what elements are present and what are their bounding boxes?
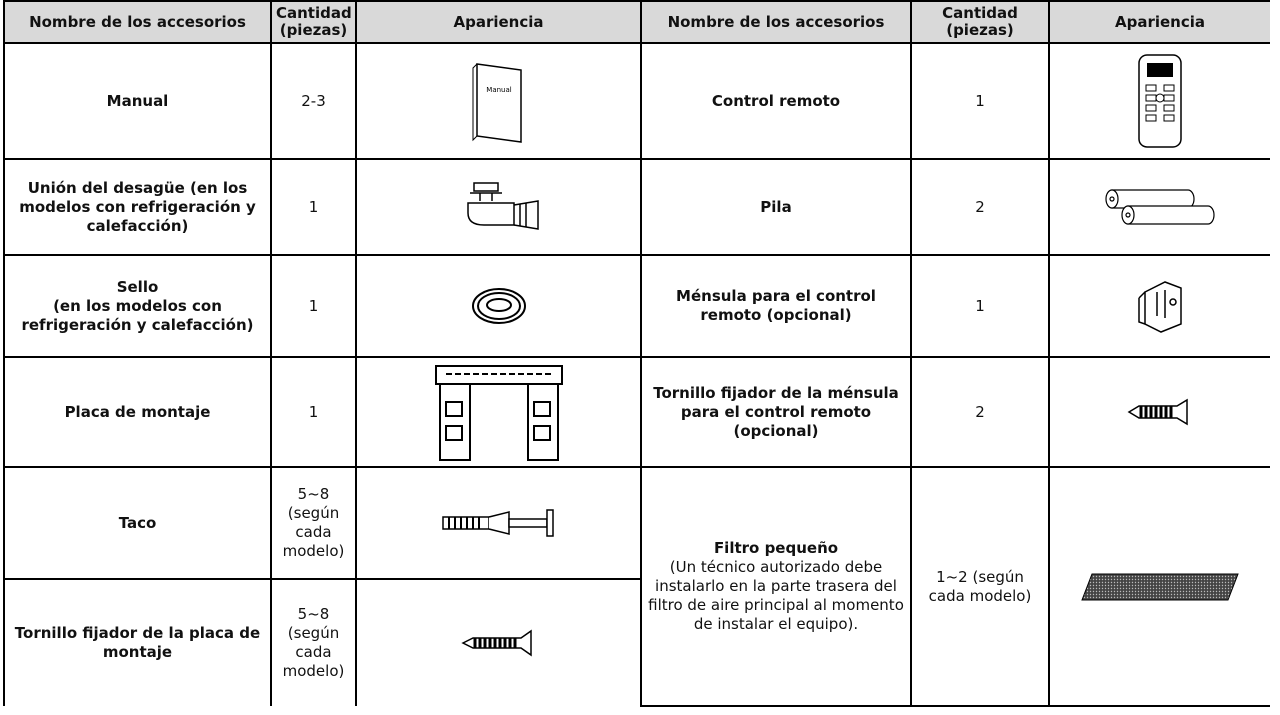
quantity-cell: 2	[910, 356, 1050, 468]
filter-icon	[1081, 573, 1239, 600]
icon-cell	[1048, 466, 1270, 707]
battery-icon	[1105, 189, 1215, 225]
name-cell: Manual	[3, 42, 272, 160]
name-cell: Control remoto	[640, 42, 912, 160]
quantity-cell: 2-3	[270, 42, 357, 160]
icon-cell	[355, 254, 642, 358]
row: Taco 5~8 (según cada modelo) Filtro pequ…	[3, 466, 1270, 707]
row: Placa de montaje 1 Tornillo fijador de l…	[3, 356, 1270, 468]
table-wrap: Nombre de los accesorios Cantidad (pieza…	[3, 0, 1270, 715]
row: Tornillo fijador de la placa de montaje …	[3, 578, 1270, 706]
seal-icon	[471, 288, 526, 324]
quantity-cell: 1~2 (según cada modelo)	[910, 466, 1050, 707]
name-cell: Taco	[3, 466, 272, 580]
quantity-cell: 1	[270, 356, 357, 468]
header-cell: Nombre de los accesorios	[3, 0, 272, 44]
icon-cell	[355, 578, 642, 706]
quantity-cell: 1	[910, 42, 1050, 160]
quantity-cell: 1	[270, 254, 357, 358]
name-cell: Placa de montaje	[3, 356, 272, 468]
icon-cell	[1048, 356, 1270, 468]
row: Unión del desagüe (en los modelos con re…	[3, 158, 1270, 256]
name-cell: Filtro pequeño (Un técnico autorizado deb…	[640, 466, 912, 707]
header-cell: Apariencia	[1048, 0, 1270, 44]
mounting-plate-icon	[434, 365, 563, 461]
icon-cell	[1048, 42, 1270, 160]
name-cell: Sello (en los modelos con refrigeración …	[3, 254, 272, 358]
name-cell: Tornillo fijador de la placa de montaje	[3, 578, 272, 706]
bracket-icon	[1138, 281, 1182, 333]
remote-icon	[1138, 54, 1182, 148]
filter-name: Filtro pequeño	[713, 539, 839, 557]
header-cell: Cantidad (piezas)	[910, 0, 1050, 44]
anchor-icon	[441, 509, 554, 537]
icon-cell	[355, 466, 642, 580]
icon-cell	[355, 356, 642, 468]
header-cell: Apariencia	[355, 0, 642, 44]
quantity-cell: 2	[910, 158, 1050, 256]
filter-note: (Un técnico autorizado debe instalarlo e…	[648, 558, 904, 633]
row: Manual 2-3 Manual Control remoto 1	[3, 42, 1270, 160]
header-row: Nombre de los accesorios Cantidad (pieza…	[3, 0, 1270, 44]
manual-icon-label: Manual	[486, 86, 511, 94]
accessories-table: Nombre de los accesorios Cantidad (pieza…	[3, 0, 1270, 707]
quantity-cell: 5~8 (según cada modelo)	[270, 578, 357, 706]
manual-icon: Manual	[472, 63, 522, 143]
name-cell: Pila	[640, 158, 912, 256]
screw-icon	[1127, 398, 1188, 426]
header-cell: Nombre de los accesorios	[640, 0, 912, 44]
name-cell: Unión del desagüe (en los modelos con re…	[3, 158, 272, 256]
quantity-cell: 1	[270, 158, 357, 256]
icon-cell	[355, 158, 642, 256]
screw-icon	[460, 629, 532, 657]
icon-cell	[1048, 254, 1270, 358]
header-cell: Cantidad (piezas)	[270, 0, 357, 44]
quantity-cell: 1	[910, 254, 1050, 358]
row: Sello (en los modelos con refrigeración …	[3, 254, 1270, 358]
drain-joint-icon	[466, 182, 539, 230]
name-cell: Ménsula para el control remoto (opcional…	[640, 254, 912, 358]
quantity-cell: 5~8 (según cada modelo)	[270, 466, 357, 580]
icon-cell	[1048, 158, 1270, 256]
name-cell: Tornillo fijador de la ménsula para el c…	[640, 356, 912, 468]
icon-cell: Manual	[355, 42, 642, 160]
